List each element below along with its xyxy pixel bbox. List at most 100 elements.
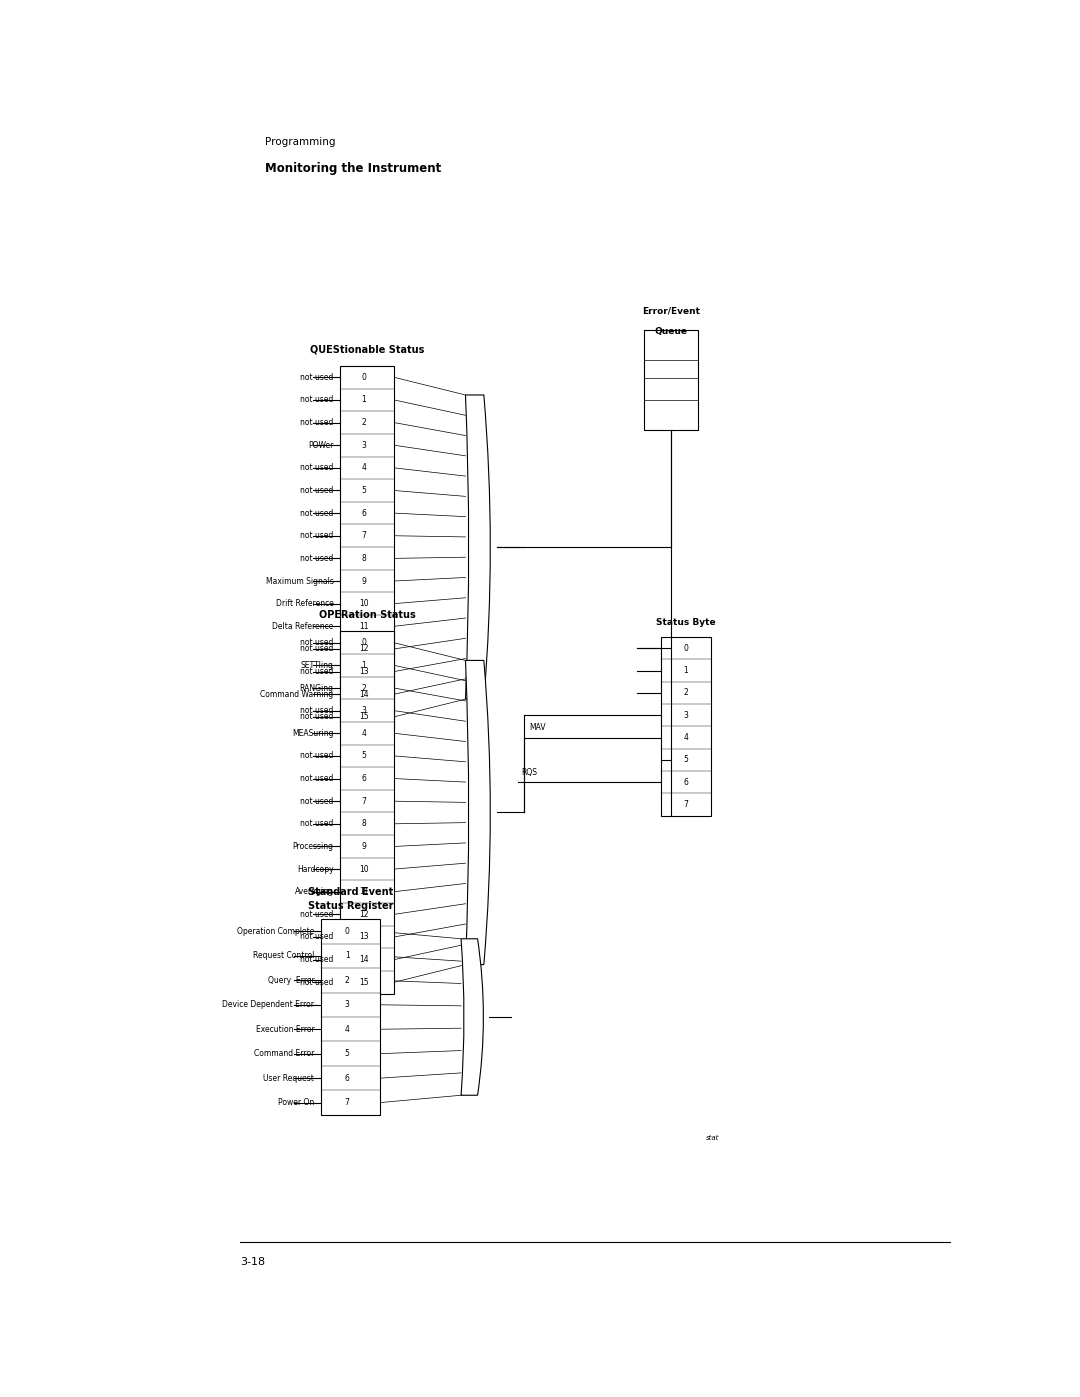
Text: MAV: MAV bbox=[529, 724, 545, 732]
Text: not used: not used bbox=[300, 486, 334, 495]
Text: 9: 9 bbox=[362, 577, 366, 585]
PathPatch shape bbox=[465, 395, 490, 698]
Text: 6: 6 bbox=[345, 1074, 350, 1083]
Text: 3: 3 bbox=[345, 1000, 350, 1009]
Text: 7: 7 bbox=[684, 800, 688, 809]
Text: Standard Event: Standard Event bbox=[308, 887, 393, 897]
Text: not used: not used bbox=[300, 638, 334, 647]
Text: Power On: Power On bbox=[278, 1098, 314, 1106]
Text: 8: 8 bbox=[362, 553, 366, 563]
Text: QUEStionable Status: QUEStionable Status bbox=[310, 345, 424, 355]
Text: not used: not used bbox=[300, 752, 334, 760]
Text: 7: 7 bbox=[345, 1098, 350, 1106]
Text: Drift Reference: Drift Reference bbox=[275, 599, 334, 608]
Text: 0: 0 bbox=[362, 638, 366, 647]
Text: 6: 6 bbox=[362, 509, 366, 518]
Text: 13: 13 bbox=[360, 666, 368, 676]
Text: Execution Error: Execution Error bbox=[256, 1025, 314, 1034]
Text: not used: not used bbox=[300, 644, 334, 654]
Text: not used: not used bbox=[300, 395, 334, 405]
Text: 1: 1 bbox=[345, 951, 350, 960]
Text: Averaging: Averaging bbox=[295, 887, 334, 897]
Text: 5: 5 bbox=[362, 752, 366, 760]
Text: not used: not used bbox=[300, 464, 334, 472]
Text: Maximum Signals: Maximum Signals bbox=[266, 577, 334, 585]
Text: 2: 2 bbox=[684, 689, 688, 697]
Text: not used: not used bbox=[300, 909, 334, 919]
Text: not used: not used bbox=[300, 956, 334, 964]
Text: 4: 4 bbox=[345, 1025, 350, 1034]
Text: 13: 13 bbox=[360, 932, 368, 942]
Text: 5: 5 bbox=[362, 486, 366, 495]
Bar bbox=[340, 366, 394, 728]
Text: 7: 7 bbox=[362, 531, 366, 541]
Text: not used: not used bbox=[300, 932, 334, 942]
Text: 0: 0 bbox=[684, 644, 688, 652]
Text: 6: 6 bbox=[362, 774, 366, 784]
Text: SETTling: SETTling bbox=[301, 661, 334, 671]
Text: not used: not used bbox=[300, 666, 334, 676]
Text: OPERation Status: OPERation Status bbox=[319, 610, 416, 620]
Text: not used: not used bbox=[300, 705, 334, 715]
Text: RQS: RQS bbox=[522, 768, 538, 777]
Text: 2: 2 bbox=[362, 418, 366, 427]
Bar bbox=[661, 637, 711, 816]
Text: 15: 15 bbox=[360, 978, 368, 986]
Text: Status Byte: Status Byte bbox=[656, 619, 716, 627]
Text: not used: not used bbox=[300, 531, 334, 541]
Text: 2: 2 bbox=[362, 683, 366, 693]
Text: 9: 9 bbox=[362, 842, 366, 851]
Text: 15: 15 bbox=[360, 712, 368, 721]
Text: 1: 1 bbox=[684, 666, 688, 675]
PathPatch shape bbox=[461, 939, 484, 1095]
Text: not used: not used bbox=[300, 978, 334, 986]
Text: Command Warning: Command Warning bbox=[260, 690, 334, 698]
Text: Request Control: Request Control bbox=[253, 951, 314, 960]
Text: Programming: Programming bbox=[265, 137, 335, 147]
Text: 6: 6 bbox=[684, 778, 688, 787]
Text: POWer: POWer bbox=[309, 440, 334, 450]
Text: 12: 12 bbox=[360, 644, 368, 654]
Text: 10: 10 bbox=[360, 599, 368, 608]
Text: 14: 14 bbox=[360, 690, 368, 698]
Bar bbox=[644, 330, 698, 430]
Text: 5: 5 bbox=[684, 756, 688, 764]
Text: 4: 4 bbox=[362, 729, 366, 738]
Text: 11: 11 bbox=[360, 622, 368, 631]
Text: not used: not used bbox=[300, 819, 334, 828]
Text: 3: 3 bbox=[362, 440, 366, 450]
Text: Queue: Queue bbox=[654, 327, 687, 335]
Text: not used: not used bbox=[300, 796, 334, 806]
Text: 0: 0 bbox=[362, 373, 366, 381]
Text: 10: 10 bbox=[360, 865, 368, 873]
Text: Processing: Processing bbox=[293, 842, 334, 851]
Text: Delta Reference: Delta Reference bbox=[272, 622, 334, 631]
Text: 14: 14 bbox=[360, 956, 368, 964]
Text: 3: 3 bbox=[362, 705, 366, 715]
Text: MEASuring: MEASuring bbox=[293, 729, 334, 738]
Text: not used: not used bbox=[300, 774, 334, 784]
Text: 8: 8 bbox=[362, 819, 366, 828]
Text: 2: 2 bbox=[345, 977, 350, 985]
Bar bbox=[340, 631, 394, 993]
Text: Status Register: Status Register bbox=[308, 901, 393, 911]
Text: Hardcopy: Hardcopy bbox=[297, 865, 334, 873]
Text: Monitoring the Instrument: Monitoring the Instrument bbox=[265, 162, 441, 175]
Text: 11: 11 bbox=[360, 887, 368, 897]
Text: not used: not used bbox=[300, 418, 334, 427]
Text: not used: not used bbox=[300, 553, 334, 563]
PathPatch shape bbox=[465, 661, 490, 964]
Text: RANGing: RANGing bbox=[300, 683, 334, 693]
Text: 7: 7 bbox=[362, 796, 366, 806]
Text: 5: 5 bbox=[345, 1049, 350, 1058]
Text: User Request: User Request bbox=[264, 1074, 314, 1083]
Text: Command Error: Command Error bbox=[254, 1049, 314, 1058]
Text: 0: 0 bbox=[345, 928, 350, 936]
Text: Query  Error: Query Error bbox=[268, 977, 314, 985]
Text: 1: 1 bbox=[362, 395, 366, 405]
Text: 3-18: 3-18 bbox=[240, 1257, 265, 1267]
Text: 4: 4 bbox=[684, 733, 688, 742]
Text: not used: not used bbox=[300, 712, 334, 721]
Text: Error/Event: Error/Event bbox=[642, 307, 700, 316]
Text: Operation Complete: Operation Complete bbox=[237, 928, 314, 936]
